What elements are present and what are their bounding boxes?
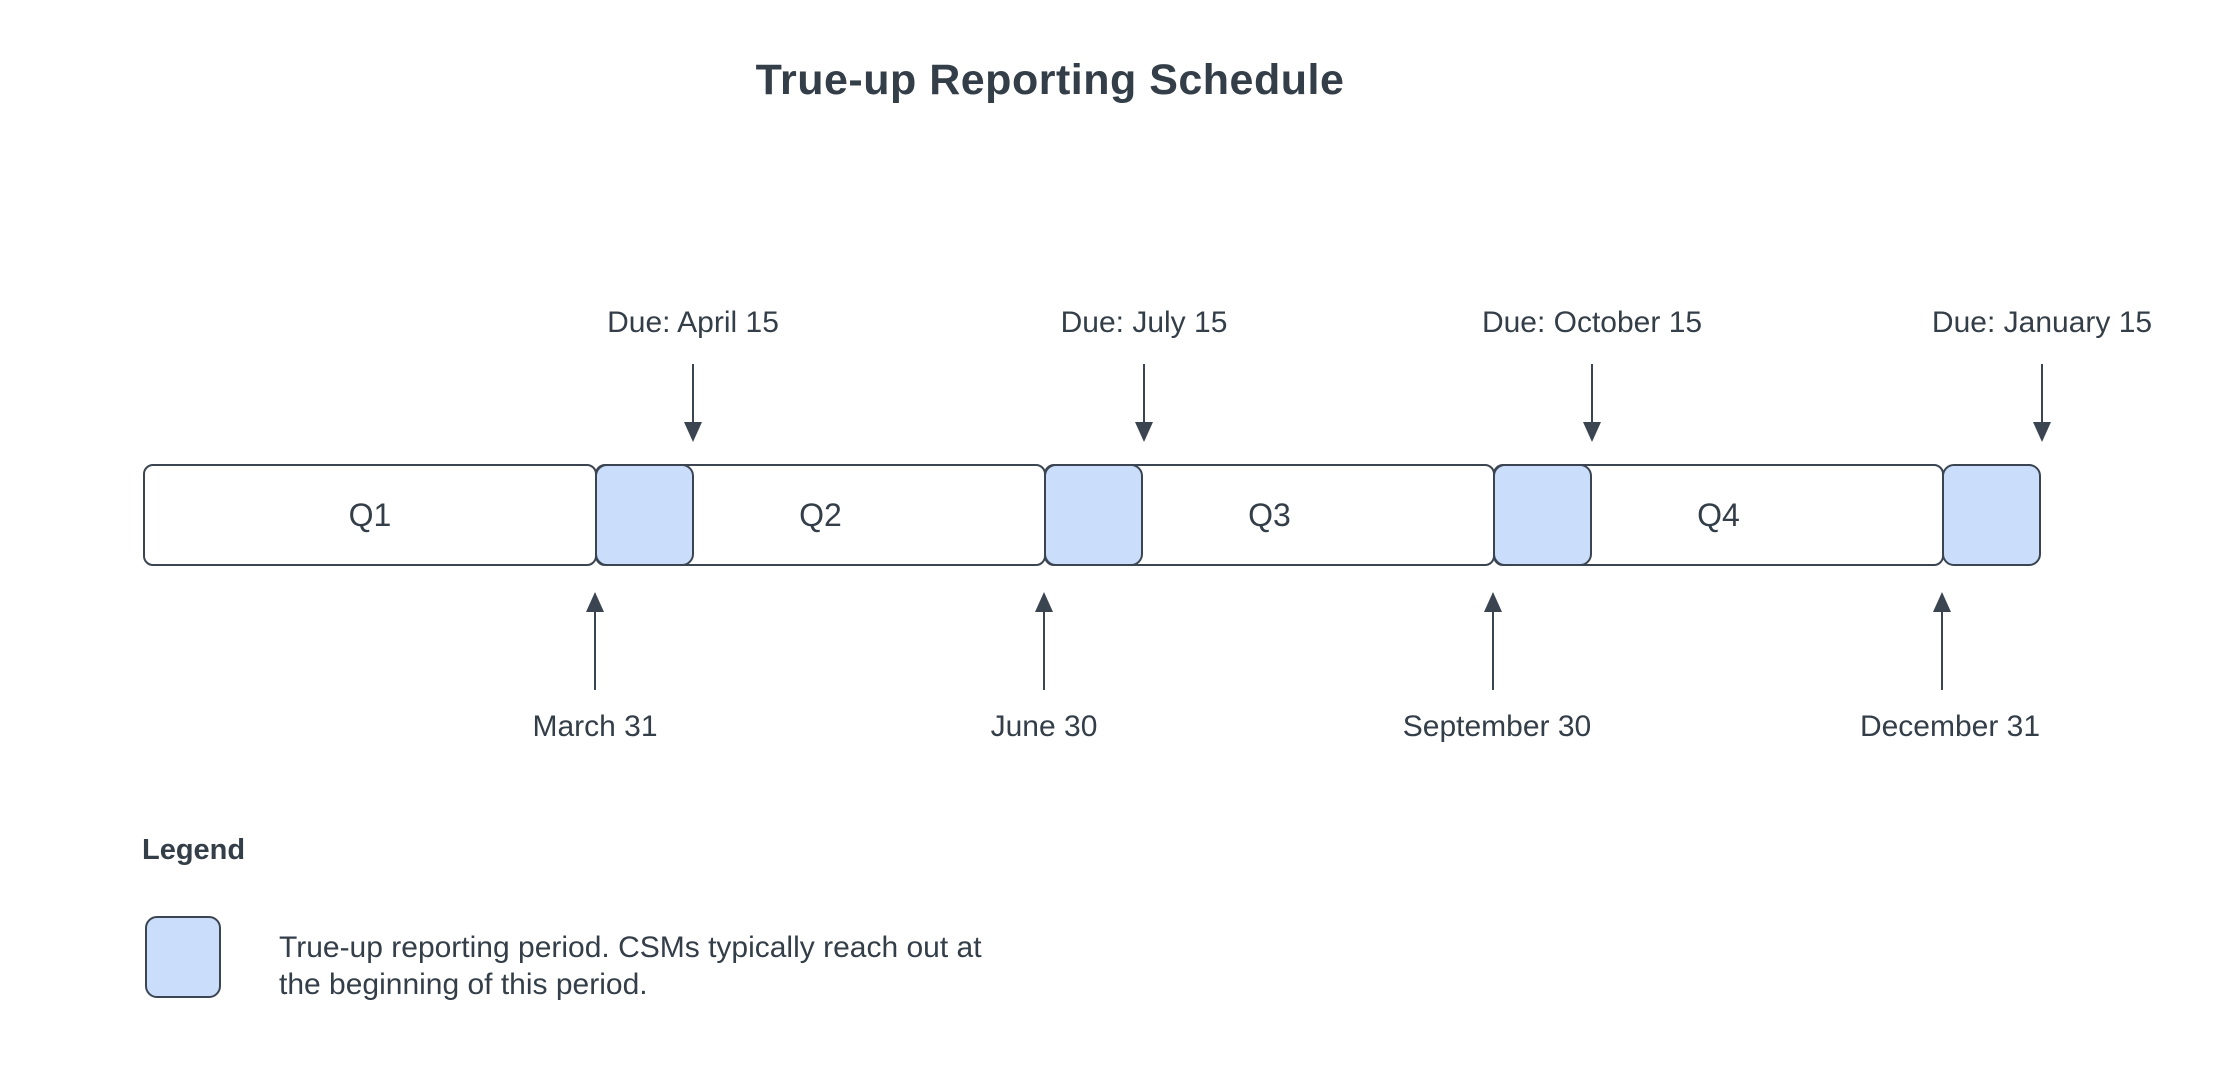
due-arrow-down-icon bbox=[2032, 364, 2052, 442]
quarter-label: Q1 bbox=[348, 496, 392, 533]
due-label-q3: Due: October 15 bbox=[1481, 306, 1703, 339]
due-arrow-down-icon bbox=[1134, 364, 1154, 442]
due-arrow-down-icon bbox=[1582, 364, 1602, 442]
legend-heading: Legend bbox=[142, 834, 246, 866]
quarter-label: Q3 bbox=[1248, 496, 1291, 533]
quarter-label: Q2 bbox=[799, 496, 842, 533]
page-title: True-up Reporting Schedule bbox=[755, 56, 1345, 104]
legend-description: True-up reporting period. CSMs typically… bbox=[279, 929, 982, 1003]
end-date-label-q4: December 31 bbox=[1859, 710, 2041, 743]
trueup-period-swatch bbox=[145, 916, 221, 998]
end-date-label-q3: September 30 bbox=[1402, 710, 1592, 743]
end-date-label-q1: March 31 bbox=[532, 710, 658, 743]
legend-description-line-1: True-up reporting period. CSMs typically… bbox=[279, 931, 982, 964]
trueup-period-box-q4 bbox=[1942, 464, 2041, 566]
quarter-end-arrow-up-icon bbox=[585, 592, 605, 690]
quarter-end-arrow-up-icon bbox=[1483, 592, 1503, 690]
legend-description-line-2: the beginning of this period. bbox=[279, 968, 648, 1001]
trueup-period-box-q2 bbox=[1044, 464, 1143, 566]
due-label-q4: Due: January 15 bbox=[1931, 306, 2153, 339]
end-date-label-q2: June 30 bbox=[990, 710, 1098, 743]
quarter-end-arrow-up-icon bbox=[1034, 592, 1054, 690]
due-label-q1: Due: April 15 bbox=[607, 306, 779, 339]
due-arrow-down-icon bbox=[683, 364, 703, 442]
due-label-q2: Due: July 15 bbox=[1060, 306, 1228, 339]
quarter-end-arrow-up-icon bbox=[1932, 592, 1952, 690]
quarter-label: Q4 bbox=[1697, 496, 1740, 533]
quarter-box-q1: Q1 bbox=[143, 464, 597, 566]
trueup-period-box-q3 bbox=[1493, 464, 1592, 566]
trueup-period-box-q1 bbox=[595, 464, 694, 566]
